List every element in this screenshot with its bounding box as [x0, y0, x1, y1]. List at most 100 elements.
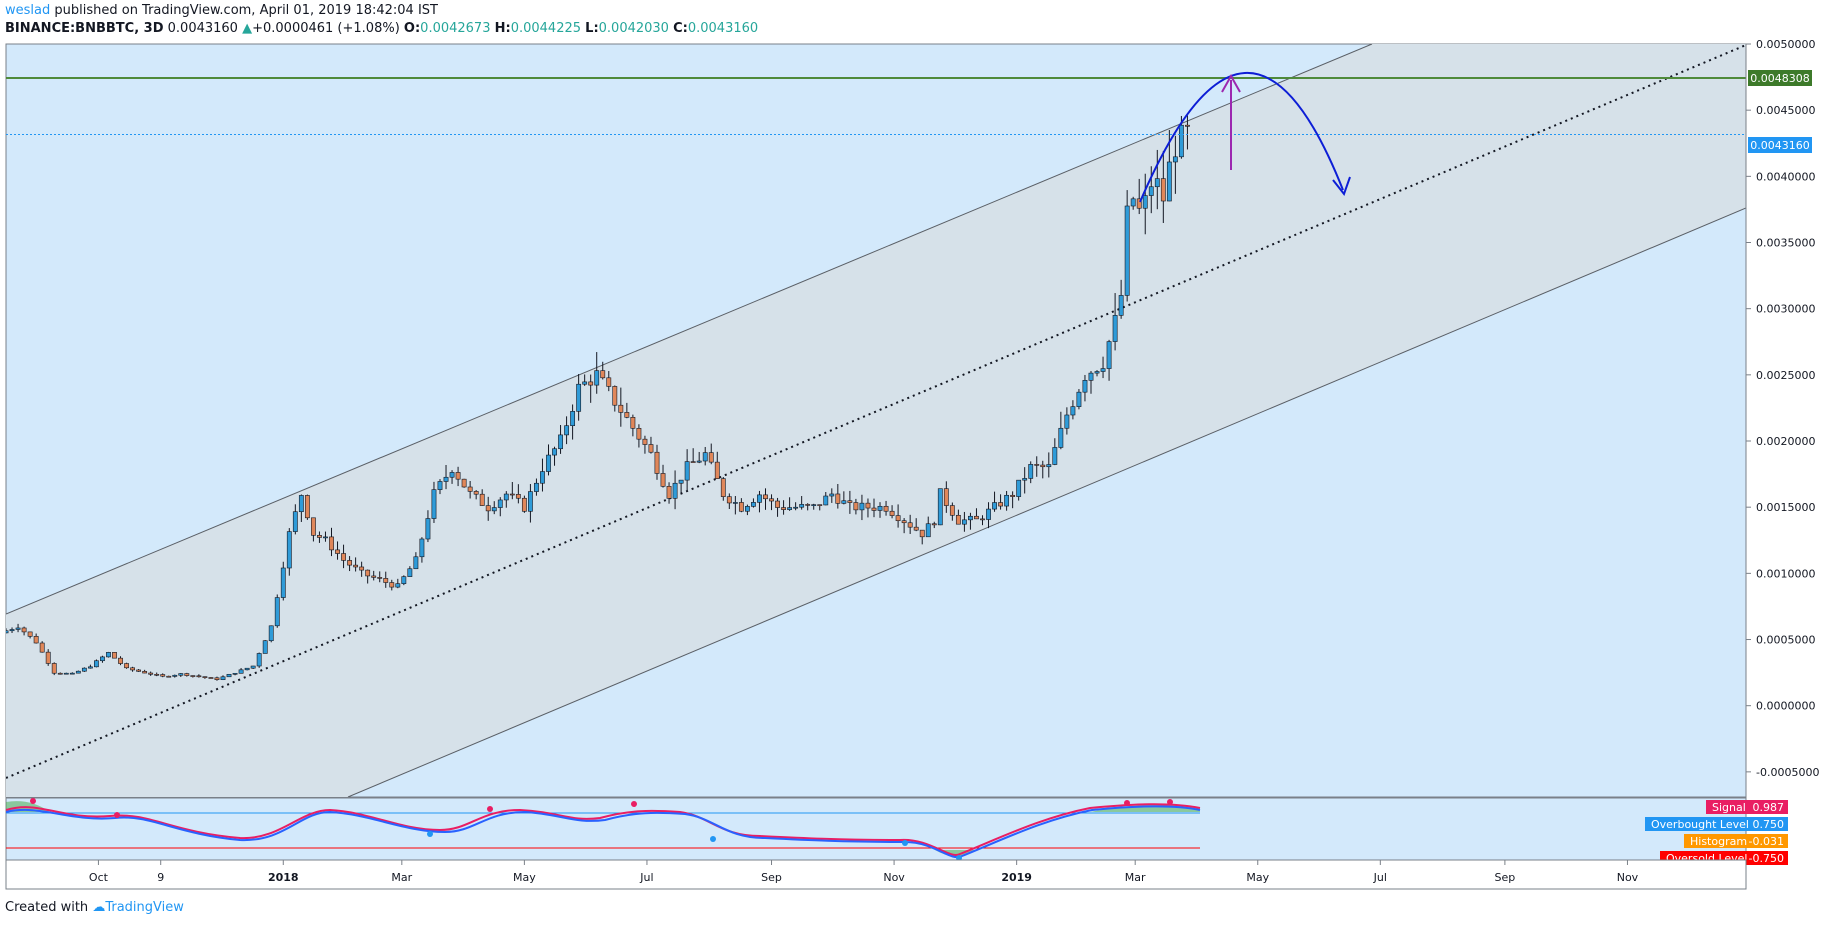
price-tick-label: 0.0010000: [1756, 567, 1816, 580]
candle-body: [178, 673, 184, 676]
high-value: 0.0044225: [510, 21, 582, 36]
candle-body: [274, 597, 280, 627]
symbol-label: BINANCE:BNBBTC, 3D: [5, 21, 164, 36]
candle-body: [39, 642, 45, 653]
candle-body: [87, 666, 93, 669]
candle-body: [823, 495, 829, 506]
candle-body: [817, 504, 823, 506]
candle-body: [570, 411, 576, 426]
candle-body: [763, 494, 768, 500]
candle-body: [847, 500, 853, 503]
candle-body: [431, 489, 437, 519]
candle-body: [757, 494, 762, 503]
candle-body: [534, 482, 539, 492]
candle-body: [1166, 161, 1172, 202]
last-price-badge-text: 0.0043160: [1750, 139, 1810, 152]
legend-signal-name: Signal: [1712, 801, 1746, 814]
candle-body: [262, 640, 268, 654]
channel-upper-line: [6, 44, 1373, 615]
candle-body: [1112, 315, 1118, 342]
candle-body: [925, 523, 931, 538]
candle-body: [1034, 464, 1040, 466]
candle-body: [323, 536, 328, 539]
time-tick-label: Mar: [391, 871, 412, 884]
candle-body: [100, 656, 105, 662]
candle-body: [564, 425, 569, 436]
candle-body: [793, 506, 799, 509]
candle-body: [503, 493, 509, 501]
candle-body: [787, 507, 793, 510]
candle-body: [672, 482, 678, 499]
time-tick-label: Nov: [883, 871, 905, 884]
candle-body: [1046, 464, 1052, 468]
candle-body: [624, 412, 630, 418]
legend-histogram-bg: [1684, 834, 1788, 848]
signal-dot: [956, 855, 962, 860]
candle-body: [865, 502, 871, 509]
candle-body: [437, 481, 443, 490]
candle-body: [660, 473, 666, 487]
low-label: L:: [585, 21, 599, 36]
candle-body: [1142, 195, 1148, 209]
price-change: +0.0000461 (+1.08%): [252, 21, 400, 36]
high-label: H:: [494, 21, 511, 36]
candle-body: [1100, 368, 1106, 372]
up-arrow-icon: ▲: [242, 21, 253, 36]
time-tick-label: Nov: [1617, 871, 1639, 884]
candle-body: [1082, 380, 1088, 393]
candle-body: [1004, 494, 1010, 507]
candle-body: [15, 627, 21, 630]
candle-body: [347, 560, 352, 566]
price-axis-ticks: 0.0050000 0.0045000 0.0040000 0.0035000 0.00…: [1746, 38, 1819, 779]
candle-body: [9, 629, 15, 632]
candle-body: [738, 502, 744, 512]
candle-body: [226, 673, 232, 678]
projection-arrowhead: [1332, 176, 1351, 197]
candle-body: [202, 676, 208, 678]
candle-body: [232, 672, 238, 675]
candle-body: [1185, 124, 1190, 127]
close-value: 0.0043160: [687, 21, 759, 36]
candle-body: [27, 631, 33, 637]
candle-body: [594, 370, 600, 386]
candle-body: [540, 471, 545, 484]
candle-body: [94, 660, 99, 668]
candle-body: [1088, 372, 1094, 381]
candle-body: [63, 672, 69, 675]
candle-body: [106, 652, 111, 658]
candle-body: [630, 417, 636, 429]
candle-body: [401, 576, 407, 584]
candle-body: [389, 582, 395, 588]
candle-body: [449, 472, 455, 478]
tradingview-link[interactable]: TradingView: [105, 900, 184, 915]
time-tick-label: Jul: [1373, 871, 1387, 884]
candle-body: [1178, 124, 1184, 158]
time-tick-label: 2019: [1001, 871, 1032, 884]
candle-body: [118, 657, 123, 664]
price-chart[interactable]: 0.0050000 0.0045000 0.0040000 0.0035000 0.00…: [0, 0, 1828, 900]
candle-body: [419, 538, 425, 558]
candle-body: [883, 505, 889, 512]
candle-body: [612, 386, 618, 406]
candle-body: [889, 510, 895, 516]
candle-body: [166, 675, 172, 678]
candle-body: [286, 531, 292, 569]
candle-body: [479, 493, 485, 506]
candle-body: [968, 515, 973, 521]
candle-body: [154, 673, 160, 676]
candle-body: [642, 438, 648, 445]
candle-body: [913, 526, 919, 531]
indicator-legend: Signal 0.987 Overbought Level 0.750 Hist…: [1645, 800, 1788, 865]
candle-body: [335, 549, 340, 554]
time-tick-label: May: [1246, 871, 1269, 884]
candle-body: [732, 502, 738, 504]
time-tick-label: Mar: [1125, 871, 1146, 884]
price-tick-label: 0.0000000: [1756, 700, 1816, 713]
candle-body: [1016, 479, 1022, 497]
candle-body: [455, 472, 461, 480]
candle-body: [329, 536, 334, 551]
candle-body: [1148, 186, 1154, 196]
candle-body: [654, 451, 660, 474]
author-link[interactable]: weslad: [5, 3, 51, 18]
candle-body: [588, 381, 594, 386]
